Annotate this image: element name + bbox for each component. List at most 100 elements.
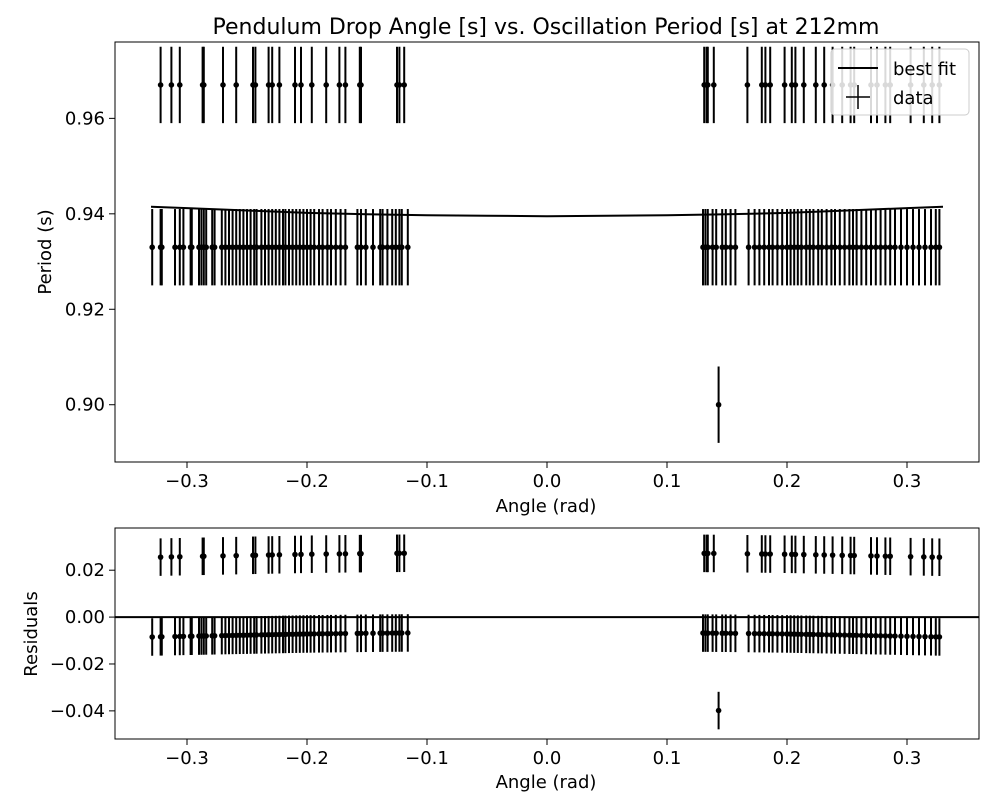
- top-data-point: [858, 244, 865, 251]
- top-data-point: [887, 244, 893, 251]
- top-y-axis-label: Period (s): [35, 209, 56, 294]
- top-data-point: [936, 244, 943, 251]
- top-data-point: [342, 82, 349, 88]
- top-data-point: [823, 244, 830, 251]
- top-data-point: [715, 401, 722, 408]
- top-data-point: [819, 244, 825, 251]
- residual-data-point: [792, 551, 799, 558]
- bottom-x-axis-label: Angle (rad): [496, 772, 597, 793]
- residual-data-point: [874, 553, 880, 559]
- top-x-tick-label: −0.1: [405, 471, 449, 492]
- residual-data-point: [756, 630, 763, 637]
- residual-data-point: [363, 630, 369, 637]
- residual-data-point: [837, 632, 843, 638]
- residual-data-point: [336, 551, 343, 557]
- residual-data-point: [180, 633, 187, 640]
- top-data-point: [813, 82, 819, 88]
- top-data-point: [177, 82, 183, 88]
- top-data-point: [399, 244, 405, 251]
- top-data-point: [201, 82, 207, 88]
- legend-best-fit-label: best fit: [893, 59, 956, 80]
- top-data-point: [298, 82, 304, 88]
- top-data-point: [732, 244, 739, 251]
- residual-data-point: [401, 550, 408, 557]
- top-data-point: [898, 244, 904, 251]
- residual-data-point: [762, 551, 769, 557]
- bottom-x-tick-label: −0.1: [405, 748, 449, 769]
- top-data-point: [189, 244, 195, 251]
- top-y-tick-label: 0.94: [65, 204, 105, 225]
- top-data-point: [751, 244, 758, 251]
- residual-data-point: [323, 551, 330, 557]
- residual-data-point: [798, 631, 805, 638]
- residual-data-point: [201, 553, 207, 560]
- residual-data-point: [159, 634, 165, 640]
- residual-data-point: [711, 550, 717, 557]
- top-data-point: [328, 244, 334, 251]
- residual-data-point: [767, 551, 773, 557]
- residual-data-point: [936, 554, 943, 561]
- top-data-point: [892, 244, 898, 251]
- top-x-tick-label: −0.3: [165, 471, 209, 492]
- residual-data-point: [863, 632, 869, 639]
- top-data-point: [798, 244, 805, 251]
- residual-data-point: [745, 630, 752, 637]
- top-data-point: [405, 244, 411, 251]
- residual-data-point: [744, 550, 751, 557]
- top-data-point: [853, 244, 860, 251]
- top-data-point: [821, 82, 827, 88]
- residual-data-point: [853, 632, 860, 639]
- residual-data-point: [841, 632, 848, 638]
- residual-data-point: [253, 632, 260, 638]
- residual-data-point: [211, 632, 218, 639]
- residual-data-point: [887, 553, 893, 560]
- residual-data-point: [727, 630, 734, 637]
- top-y-tick-label: 0.92: [65, 299, 105, 320]
- top-data-point: [756, 244, 763, 251]
- top-y-tick-label: 0.90: [65, 395, 105, 416]
- bottom-y-tick-label: −0.04: [50, 701, 105, 722]
- bottom-x-tick-label: −0.3: [165, 748, 209, 769]
- top-x-tick-label: 0.0: [533, 471, 562, 492]
- bottom-y-axis-label: Residuals: [21, 591, 42, 676]
- top-data-point: [877, 244, 884, 251]
- residual-data-point: [333, 630, 339, 637]
- residual-data-point: [751, 630, 758, 637]
- residual-data-point: [868, 632, 874, 639]
- chart-title: Pendulum Drop Angle [s] vs. Oscillation …: [213, 15, 880, 40]
- top-data-point: [922, 244, 928, 251]
- top-data-point: [269, 82, 276, 88]
- top-data-point: [333, 244, 339, 251]
- residual-data-point: [882, 633, 889, 639]
- bottom-panel: −0.3 −0.2 −0.1 0.0 0.1 0.2 0.3 −0.04 −0.02 0.00 0…: [21, 527, 980, 793]
- residual-data-point: [936, 634, 943, 640]
- top-data-point: [832, 244, 838, 251]
- residual-data-point: [929, 554, 935, 560]
- top-data-point: [401, 82, 408, 88]
- residual-data-point: [177, 553, 183, 560]
- residual-data-point: [819, 631, 825, 638]
- top-x-tick-label: 0.2: [773, 471, 802, 492]
- top-data-point: [841, 244, 848, 251]
- top-data-point: [792, 82, 799, 88]
- residual-data-point: [405, 630, 411, 636]
- residual-data-point: [292, 551, 298, 558]
- top-data-point: [723, 244, 729, 251]
- top-data-point: [149, 244, 155, 251]
- residual-data-point: [396, 550, 403, 557]
- top-data-point: [711, 82, 717, 88]
- top-data-point: [774, 244, 781, 251]
- residual-data-point: [928, 633, 934, 640]
- top-data-point: [203, 244, 209, 251]
- residual-data-point: [713, 630, 719, 636]
- top-data-point: [233, 82, 239, 88]
- residual-data-point: [203, 633, 209, 639]
- best-fit-line: [150, 205, 944, 218]
- top-data-point: [172, 244, 178, 251]
- top-data-point: [311, 244, 318, 251]
- top-data-point: [159, 244, 165, 251]
- top-data-point: [873, 244, 879, 251]
- top-y-tick-label: 0.96: [65, 108, 105, 129]
- residual-data-point: [781, 551, 788, 558]
